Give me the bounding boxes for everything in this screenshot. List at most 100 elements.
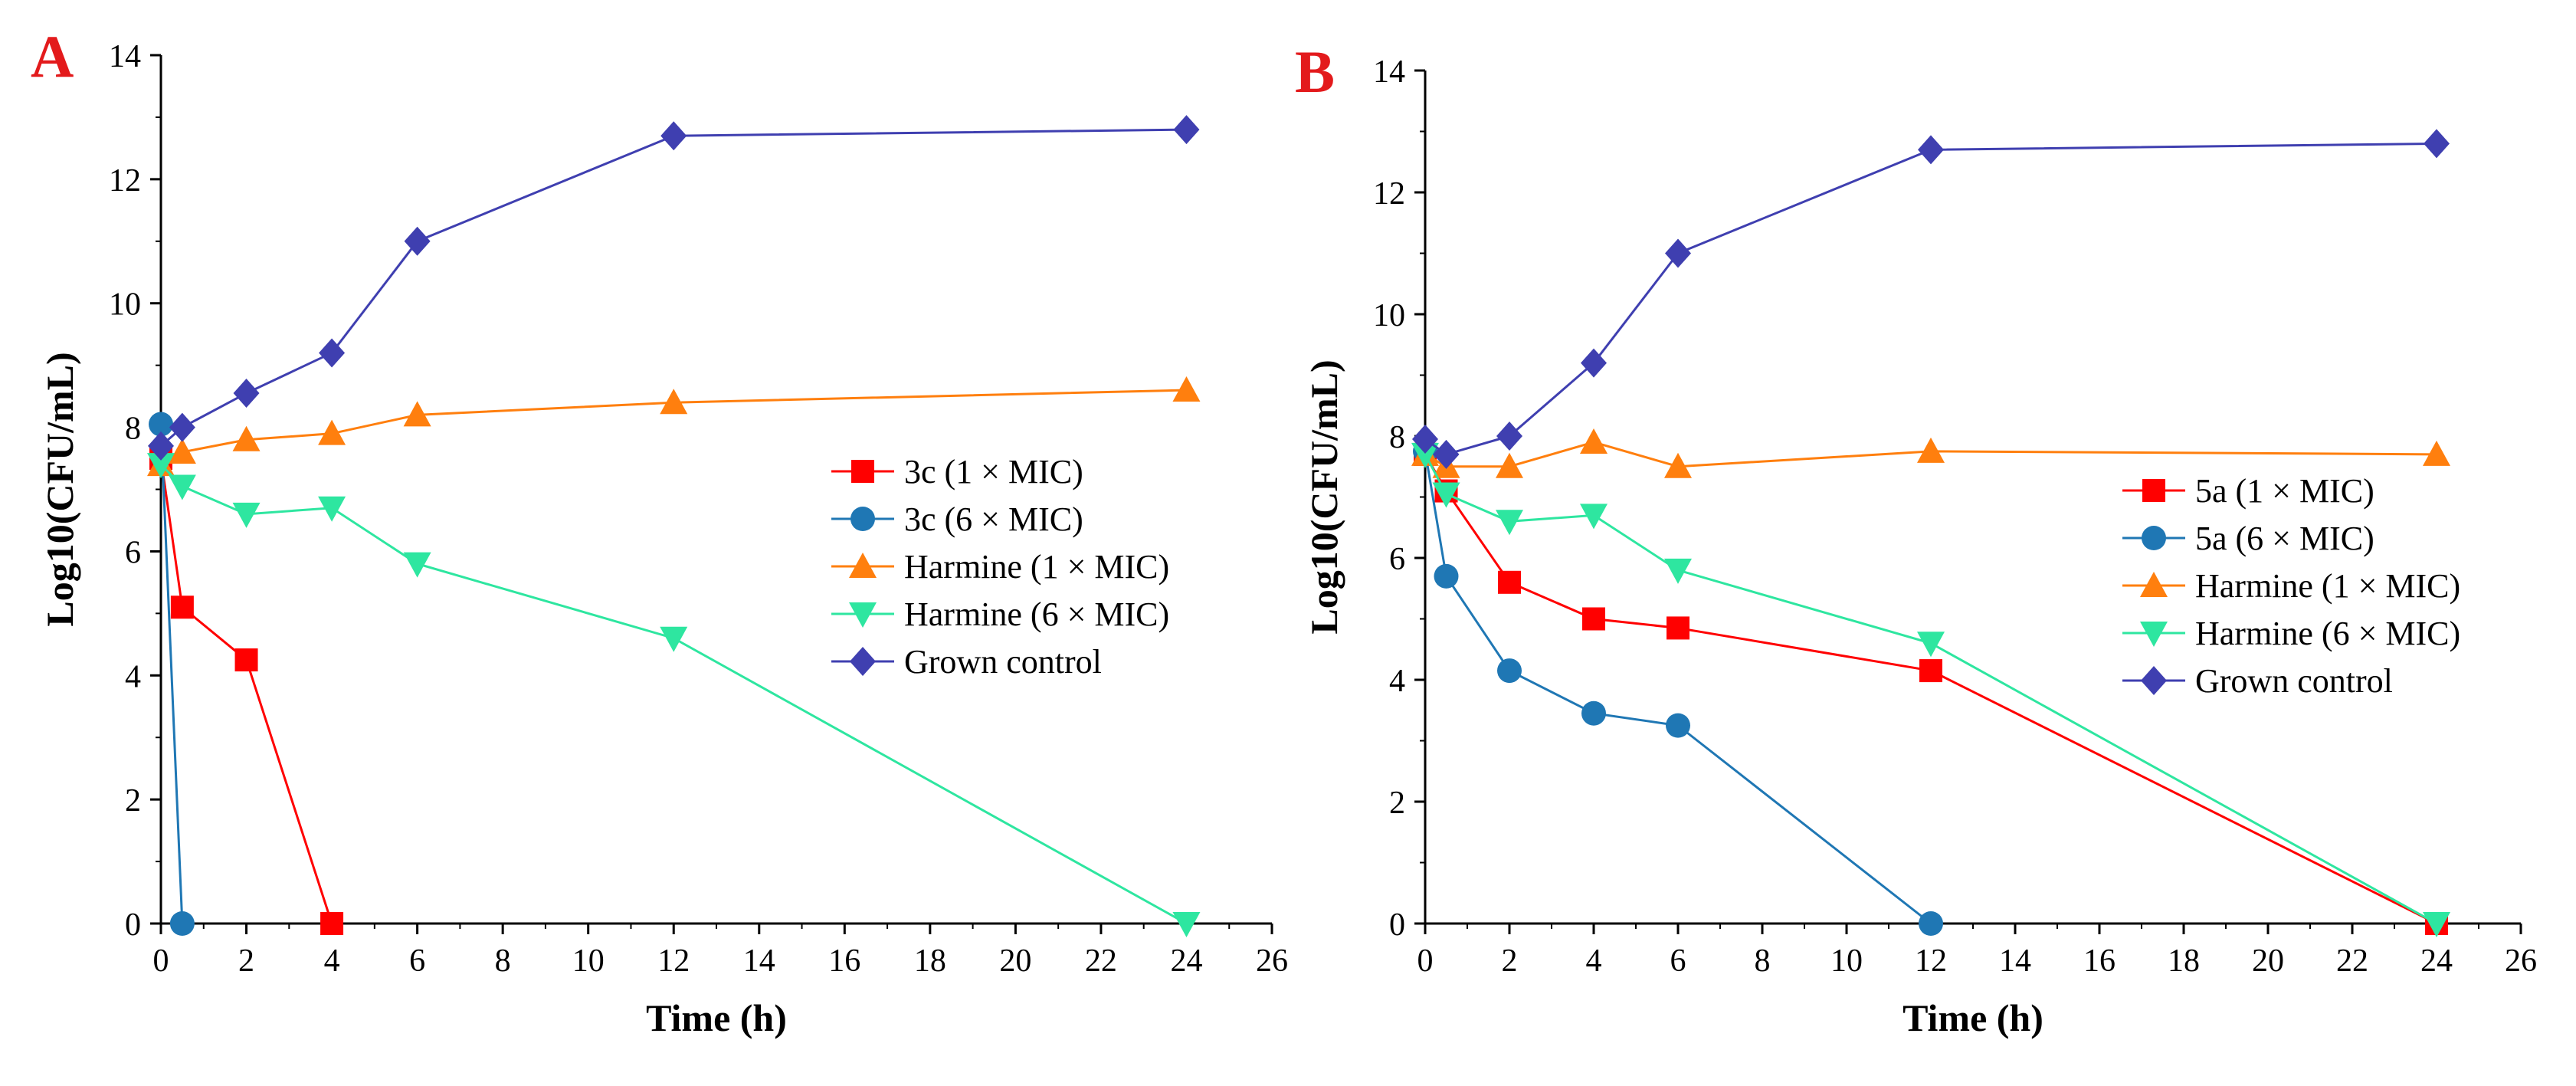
data-point — [169, 412, 195, 442]
data-point — [2423, 912, 2450, 937]
data-point — [1667, 616, 1689, 640]
x-tick-label: 20 — [2252, 943, 2284, 979]
x-tick-label: 8 — [1755, 943, 1771, 979]
y-tick-label: 8 — [1389, 420, 1405, 455]
legend-label: Grown control — [904, 643, 1102, 681]
legend-label: 3c (1 × MIC) — [904, 453, 1083, 491]
x-tick-label: 12 — [1915, 943, 1947, 979]
data-point — [1919, 911, 1943, 936]
legend-label: Grown control — [2195, 662, 2393, 700]
y-tick-label: 6 — [125, 535, 141, 570]
legend-marker — [851, 460, 874, 483]
x-tick-label: 0 — [1417, 943, 1434, 979]
series-line — [159, 458, 333, 924]
data-point — [1664, 452, 1692, 478]
y-tick-label: 8 — [125, 412, 141, 447]
data-point — [1917, 632, 1945, 658]
x-tick-label: 16 — [2083, 943, 2116, 979]
x-tick-label: 18 — [2168, 943, 2200, 979]
series-line — [159, 424, 184, 924]
y-tick-label: 14 — [1373, 54, 1405, 90]
x-tick-label: 8 — [495, 943, 511, 979]
data-point — [168, 474, 196, 500]
data-point — [660, 121, 687, 151]
legend-marker — [850, 647, 876, 676]
series — [1412, 129, 2450, 469]
x-tick-label: 2 — [1502, 943, 1518, 979]
legend-marker — [2142, 479, 2165, 502]
x-tick-label: 16 — [828, 943, 860, 979]
y-tick-label: 2 — [125, 783, 141, 819]
y-tick-label: 2 — [1389, 786, 1405, 821]
y-tick-label: 14 — [109, 39, 141, 74]
data-point — [147, 453, 175, 479]
legend-label: 3c (6 × MIC) — [904, 500, 1083, 538]
data-point — [2424, 129, 2450, 159]
y-axis-label: Log10(CFU/mL) — [1303, 359, 1345, 634]
x-tick-label: 14 — [743, 943, 775, 979]
data-point — [1172, 376, 1201, 402]
legend-marker — [850, 507, 875, 531]
series-line — [1424, 142, 2437, 456]
data-point — [1664, 558, 1692, 584]
series-line — [1424, 451, 1932, 925]
x-axis-label: Time (h) — [1903, 996, 2043, 1039]
y-tick-label: 4 — [1389, 664, 1405, 699]
x-tick-label: 20 — [999, 943, 1031, 979]
data-point — [1496, 422, 1522, 451]
x-tick-label: 14 — [1999, 943, 2031, 979]
series — [149, 412, 195, 936]
legend-marker — [2141, 666, 2167, 695]
legend: 3c (1 × MIC) 3c (6 × MIC) Harmine (1 × MIC… — [831, 453, 1169, 681]
data-point — [318, 496, 346, 522]
data-point — [168, 438, 196, 464]
data-point — [232, 502, 261, 528]
x-tick-label: 26 — [1256, 943, 1288, 979]
x-tick-label: 4 — [324, 943, 340, 979]
legend-label: 5a (6 × MIC) — [2195, 520, 2374, 557]
x-tick-label: 10 — [1830, 943, 1863, 979]
data-point — [1917, 437, 1945, 463]
data-point — [1497, 658, 1522, 684]
panel-label: A — [31, 23, 74, 90]
data-point — [148, 431, 174, 461]
legend-label: Harmine (1 × MIC) — [904, 548, 1169, 586]
y-tick-label: 0 — [125, 907, 141, 943]
data-point — [1498, 570, 1521, 594]
legend-label: 5a (1 × MIC) — [2195, 472, 2374, 510]
data-point — [149, 412, 173, 437]
data-point — [1581, 348, 1607, 378]
y-tick-label: 12 — [1373, 176, 1405, 212]
series — [1411, 442, 2450, 937]
data-point — [1496, 452, 1523, 478]
data-point — [1411, 442, 1439, 468]
data-point — [1666, 713, 1690, 738]
x-tick-label: 24 — [2420, 943, 2453, 979]
data-point — [1582, 607, 1605, 631]
series — [148, 115, 1200, 461]
data-point — [1434, 563, 1459, 589]
data-point — [232, 425, 261, 451]
data-point — [318, 419, 346, 445]
data-point — [1665, 238, 1691, 268]
x-tick-label: 4 — [1586, 943, 1602, 979]
legend-marker — [2142, 526, 2166, 550]
y-tick-label: 10 — [1373, 298, 1405, 333]
legend-marker — [849, 602, 877, 628]
data-point — [403, 401, 431, 427]
y-tick-label: 10 — [109, 287, 141, 323]
y-axis-label: Log10(CFU/mL) — [38, 352, 81, 626]
legend-label: Harmine (6 × MIC) — [2195, 615, 2460, 652]
x-tick-label: 22 — [1085, 943, 1117, 979]
y-tick-label: 0 — [1389, 907, 1405, 943]
data-point — [319, 338, 346, 368]
data-point — [1433, 439, 1460, 469]
legend: 5a (1 × MIC) 5a (6 × MIC) Harmine (1 × MIC… — [2122, 472, 2460, 700]
legend-marker — [849, 553, 877, 578]
series — [147, 453, 1201, 937]
x-tick-label: 22 — [2336, 943, 2368, 979]
data-point — [169, 911, 195, 936]
data-point — [1580, 428, 1608, 454]
